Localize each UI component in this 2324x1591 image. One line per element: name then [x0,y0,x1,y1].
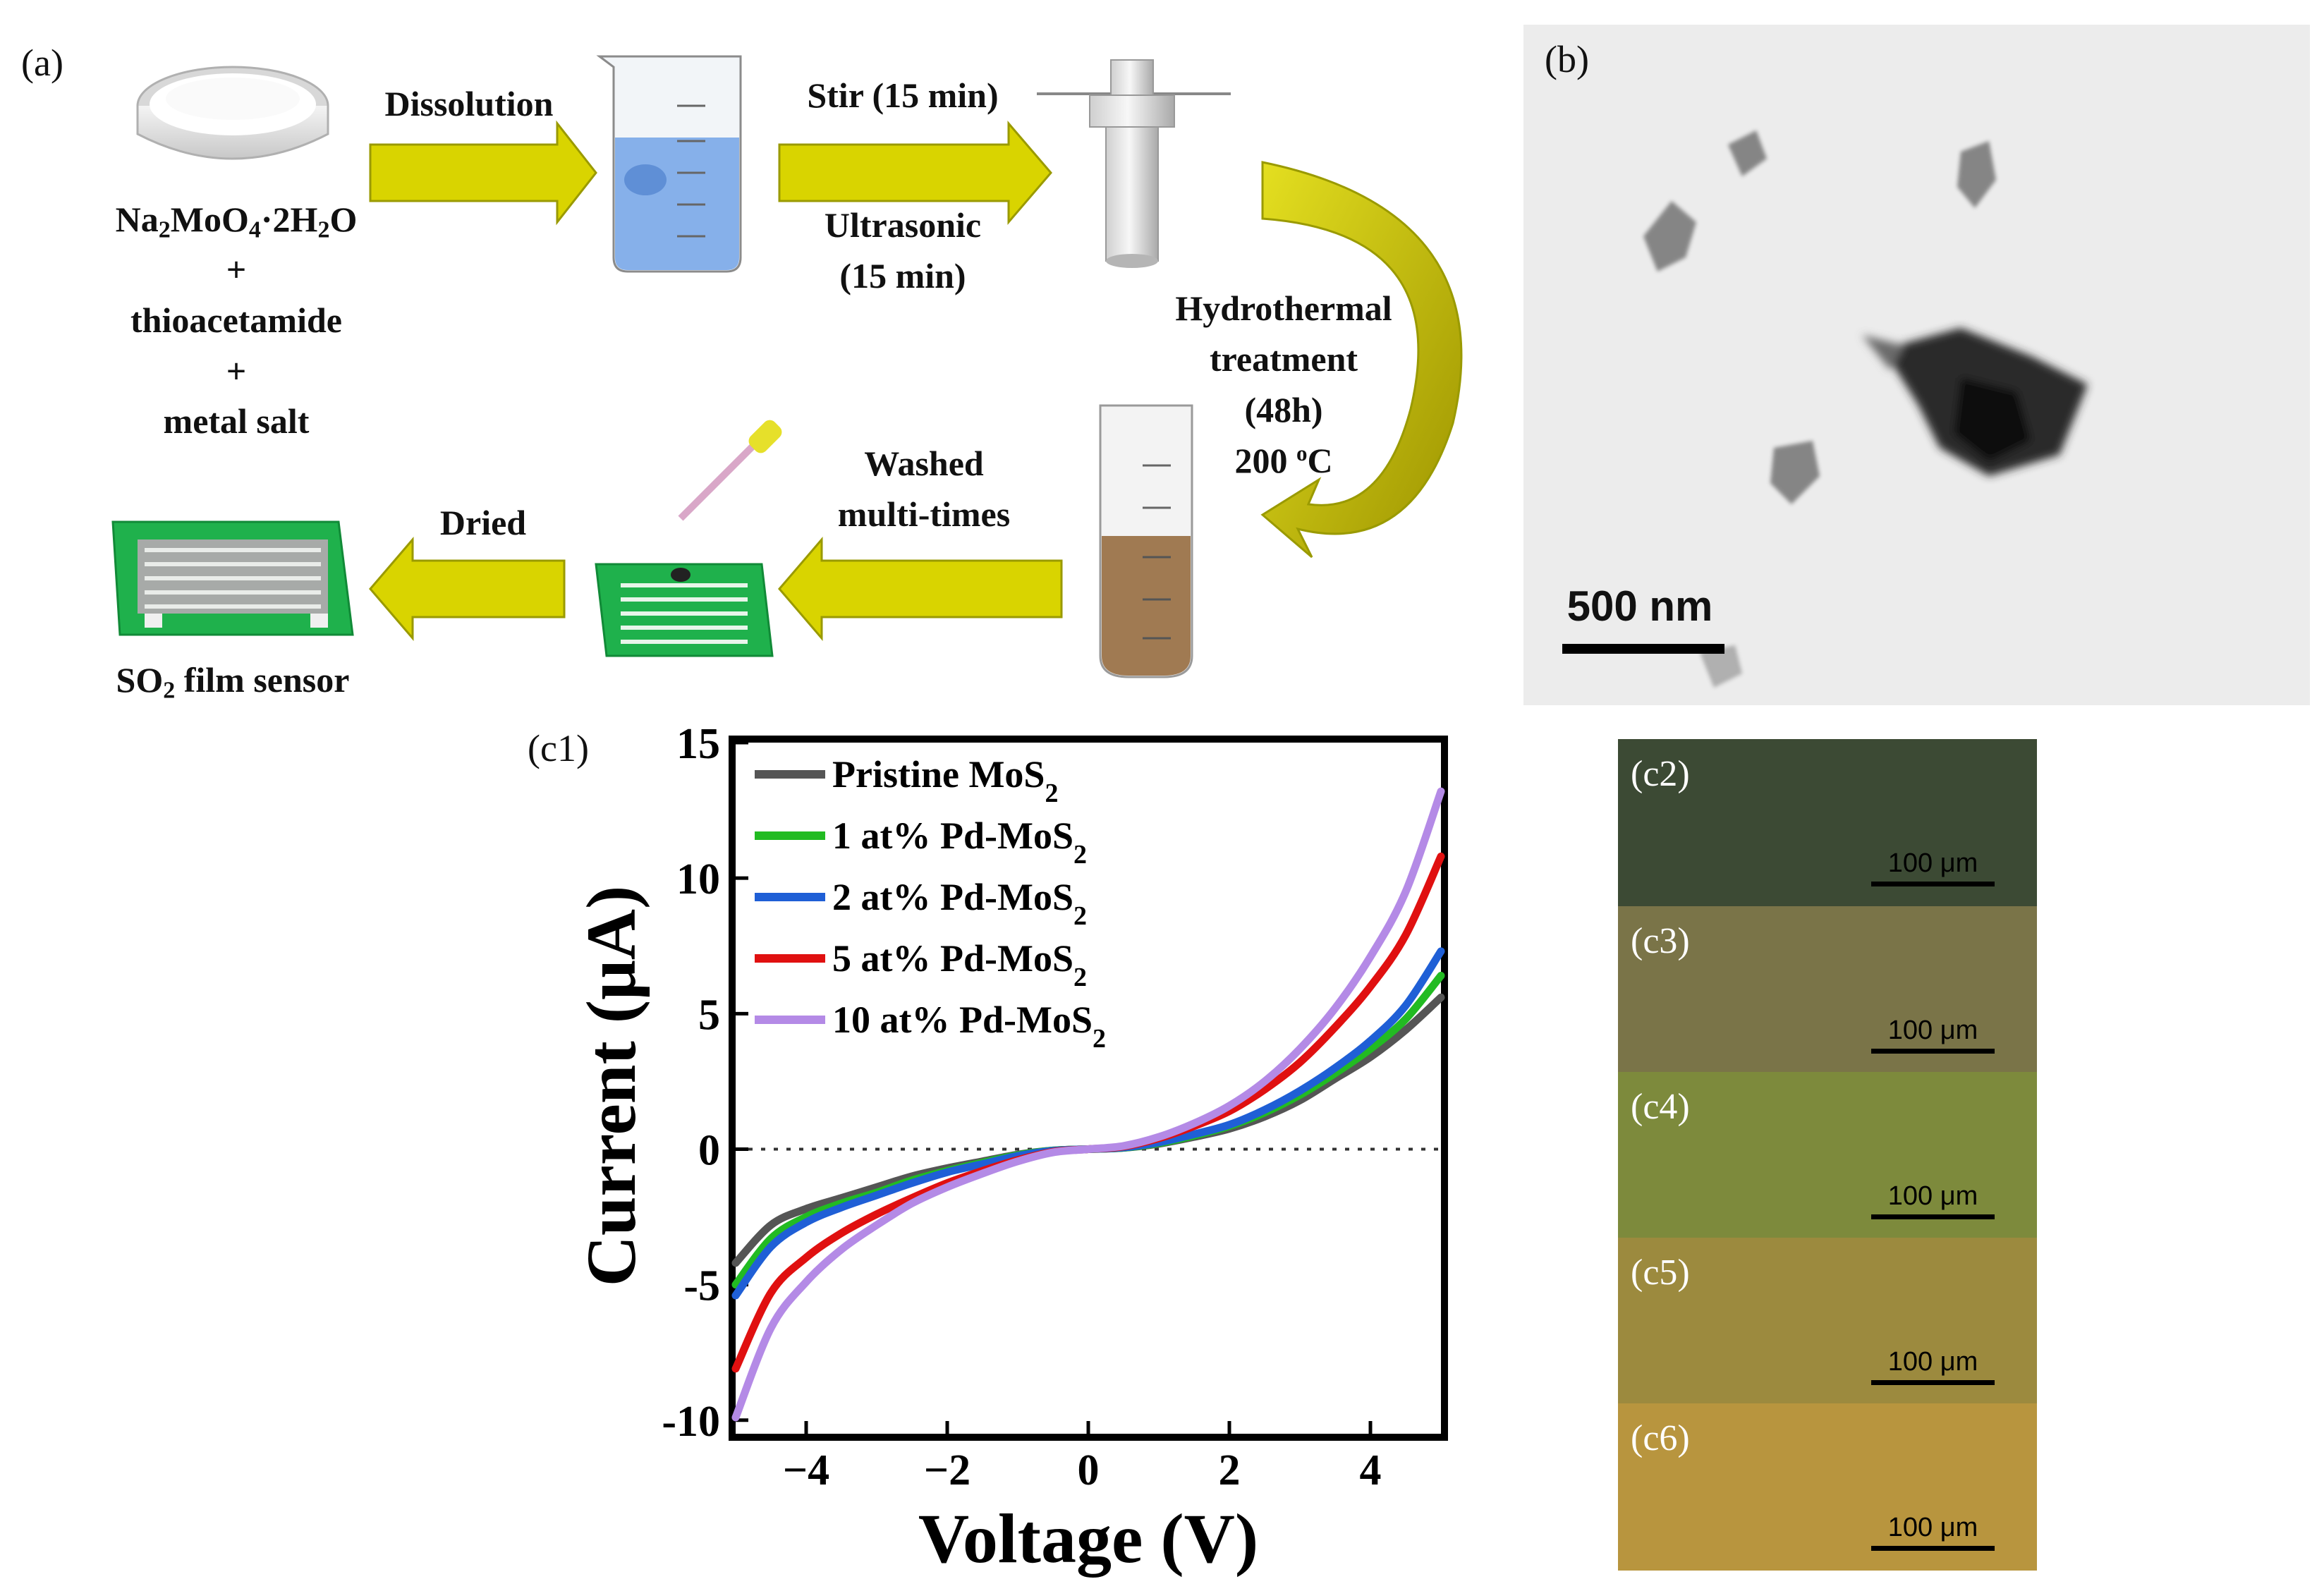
reagent-formula: Na2MoO4·2H2O [115,200,358,243]
series-line [731,852,1445,1373]
micrograph-scale-bar [1871,882,1995,886]
arrow-washed-icon [778,536,1063,642]
panel-c1-label: (c1) [528,727,589,769]
autoclave-icon [1037,59,1231,268]
pcb-dropping-icon [595,420,782,657]
x-tick-label: 2 [1219,1446,1241,1494]
micrograph-scale: 100 μm [1871,1181,1995,1219]
y-tick-label: 5 [698,991,720,1039]
x-tick-label: 4 [1360,1446,1382,1494]
y-tick-label: 15 [676,726,720,768]
micrograph-scale-bar [1871,1214,1995,1219]
micrograph-panel: (c2) 100 μm [1618,739,2037,906]
tem-image: (b) 500 nm [1523,25,2310,705]
tem-particles [1643,130,2088,688]
micrograph-scale-bar [1871,1049,1995,1054]
micrograph-panel: (c3) 100 μm [1618,906,2037,1073]
micrograph-scale: 100 μm [1871,1513,1995,1551]
series-line [731,787,1445,1422]
y-tick-label: -10 [662,1398,720,1446]
reagent-plus-2: + [226,351,247,391]
micrograph-scale-bar [1871,1380,1995,1385]
micrograph-scale-bar [1871,1546,1995,1551]
x-tick-label: 0 [1078,1446,1100,1494]
panel-a-label: (a) [21,42,63,84]
micrograph-scale-label: 100 μm [1887,848,1978,878]
sensor-chip-icon [111,520,354,636]
panel-a-schematic [111,55,1463,678]
step-dissolution: Dissolution [384,84,554,123]
micrograph-label: (c6) [1631,1418,1690,1458]
step-treatment: treatment [1209,339,1358,379]
micrograph-label: (c3) [1631,921,1690,961]
arrow-hydrothermal-icon [1260,161,1463,559]
micrograph-label: (c4) [1631,1087,1690,1127]
iv-chart: −4 −2 0 2 4 -10 -5 0 5 10 15 Pristine MoS2 1 at% Pd… [572,726,1448,1578]
reagent-thioacetamide: thioacetamide [130,300,342,340]
step-washed: Washed [864,444,984,483]
petri-dish-icon [136,66,329,160]
test-tube-icon [1099,404,1193,678]
legend-label: 1 at% Pd-MoS2 [832,815,1087,870]
sensor-label: SO2 film sensor [116,660,350,704]
micrograph-scale-label: 100 μm [1887,1016,1978,1045]
step-multi-times: multi-times [837,494,1011,534]
plot-frame [729,736,1448,1441]
tem-scale-bar [1562,644,1724,654]
y-tick-label: -5 [683,1262,720,1310]
step-ultrasonic: Ultrasonic [824,205,982,245]
legend-label: 5 at% Pd-MoS2 [832,937,1087,992]
arrow-dried-icon [369,536,566,642]
step-temperature: 200 oC [1234,440,1333,480]
reagent-metal-salt: metal salt [163,401,310,441]
y-axis-label: Current (μA) [572,886,650,1287]
x-tick-label: −4 [783,1446,829,1494]
micrograph-label: (c5) [1631,1252,1690,1293]
legend-label: Pristine MoS2 [832,753,1058,808]
micrograph-label: (c2) [1631,754,1690,794]
tem-scale-label: 500 nm [1566,583,1713,630]
micrograph-scale-label: 100 μm [1887,1181,1978,1211]
legend-label: 2 at% Pd-MoS2 [832,876,1087,931]
arrow-dissolution-icon [369,120,597,226]
micrograph-scale-label: 100 μm [1887,1347,1978,1377]
step-duration: (48h) [1244,390,1323,429]
panel-b-label: (b) [1545,38,1589,80]
step-hydrothermal: Hydrothermal [1175,288,1392,328]
step-ultrasonic-time: (15 min) [839,256,966,295]
x-axis-label: Voltage (V) [918,1499,1258,1578]
micrograph-panel: (c5) 100 μm [1618,1238,2037,1405]
step-dried: Dried [439,503,527,542]
micrograph-panel: (c4) 100 μm [1618,1072,2037,1239]
micrograph-panel: (c6) 100 μm [1618,1403,2037,1571]
step-stir: Stir (15 min) [807,75,999,115]
legend-label: 10 at% Pd-MoS2 [832,999,1106,1054]
reagent-plus-1: + [226,250,247,289]
micrograph-scale: 100 μm [1871,1347,1995,1385]
beaker-icon [596,55,742,273]
x-tick-label: −2 [924,1446,971,1494]
y-tick-label: 0 [698,1126,720,1174]
arrow-stir-icon [778,120,1052,226]
micrograph-scale: 100 μm [1871,1016,1995,1054]
y-tick-label: 10 [676,855,720,903]
micrograph-scale: 100 μm [1871,848,1995,886]
micrograph-scale-label: 100 μm [1887,1513,1978,1542]
